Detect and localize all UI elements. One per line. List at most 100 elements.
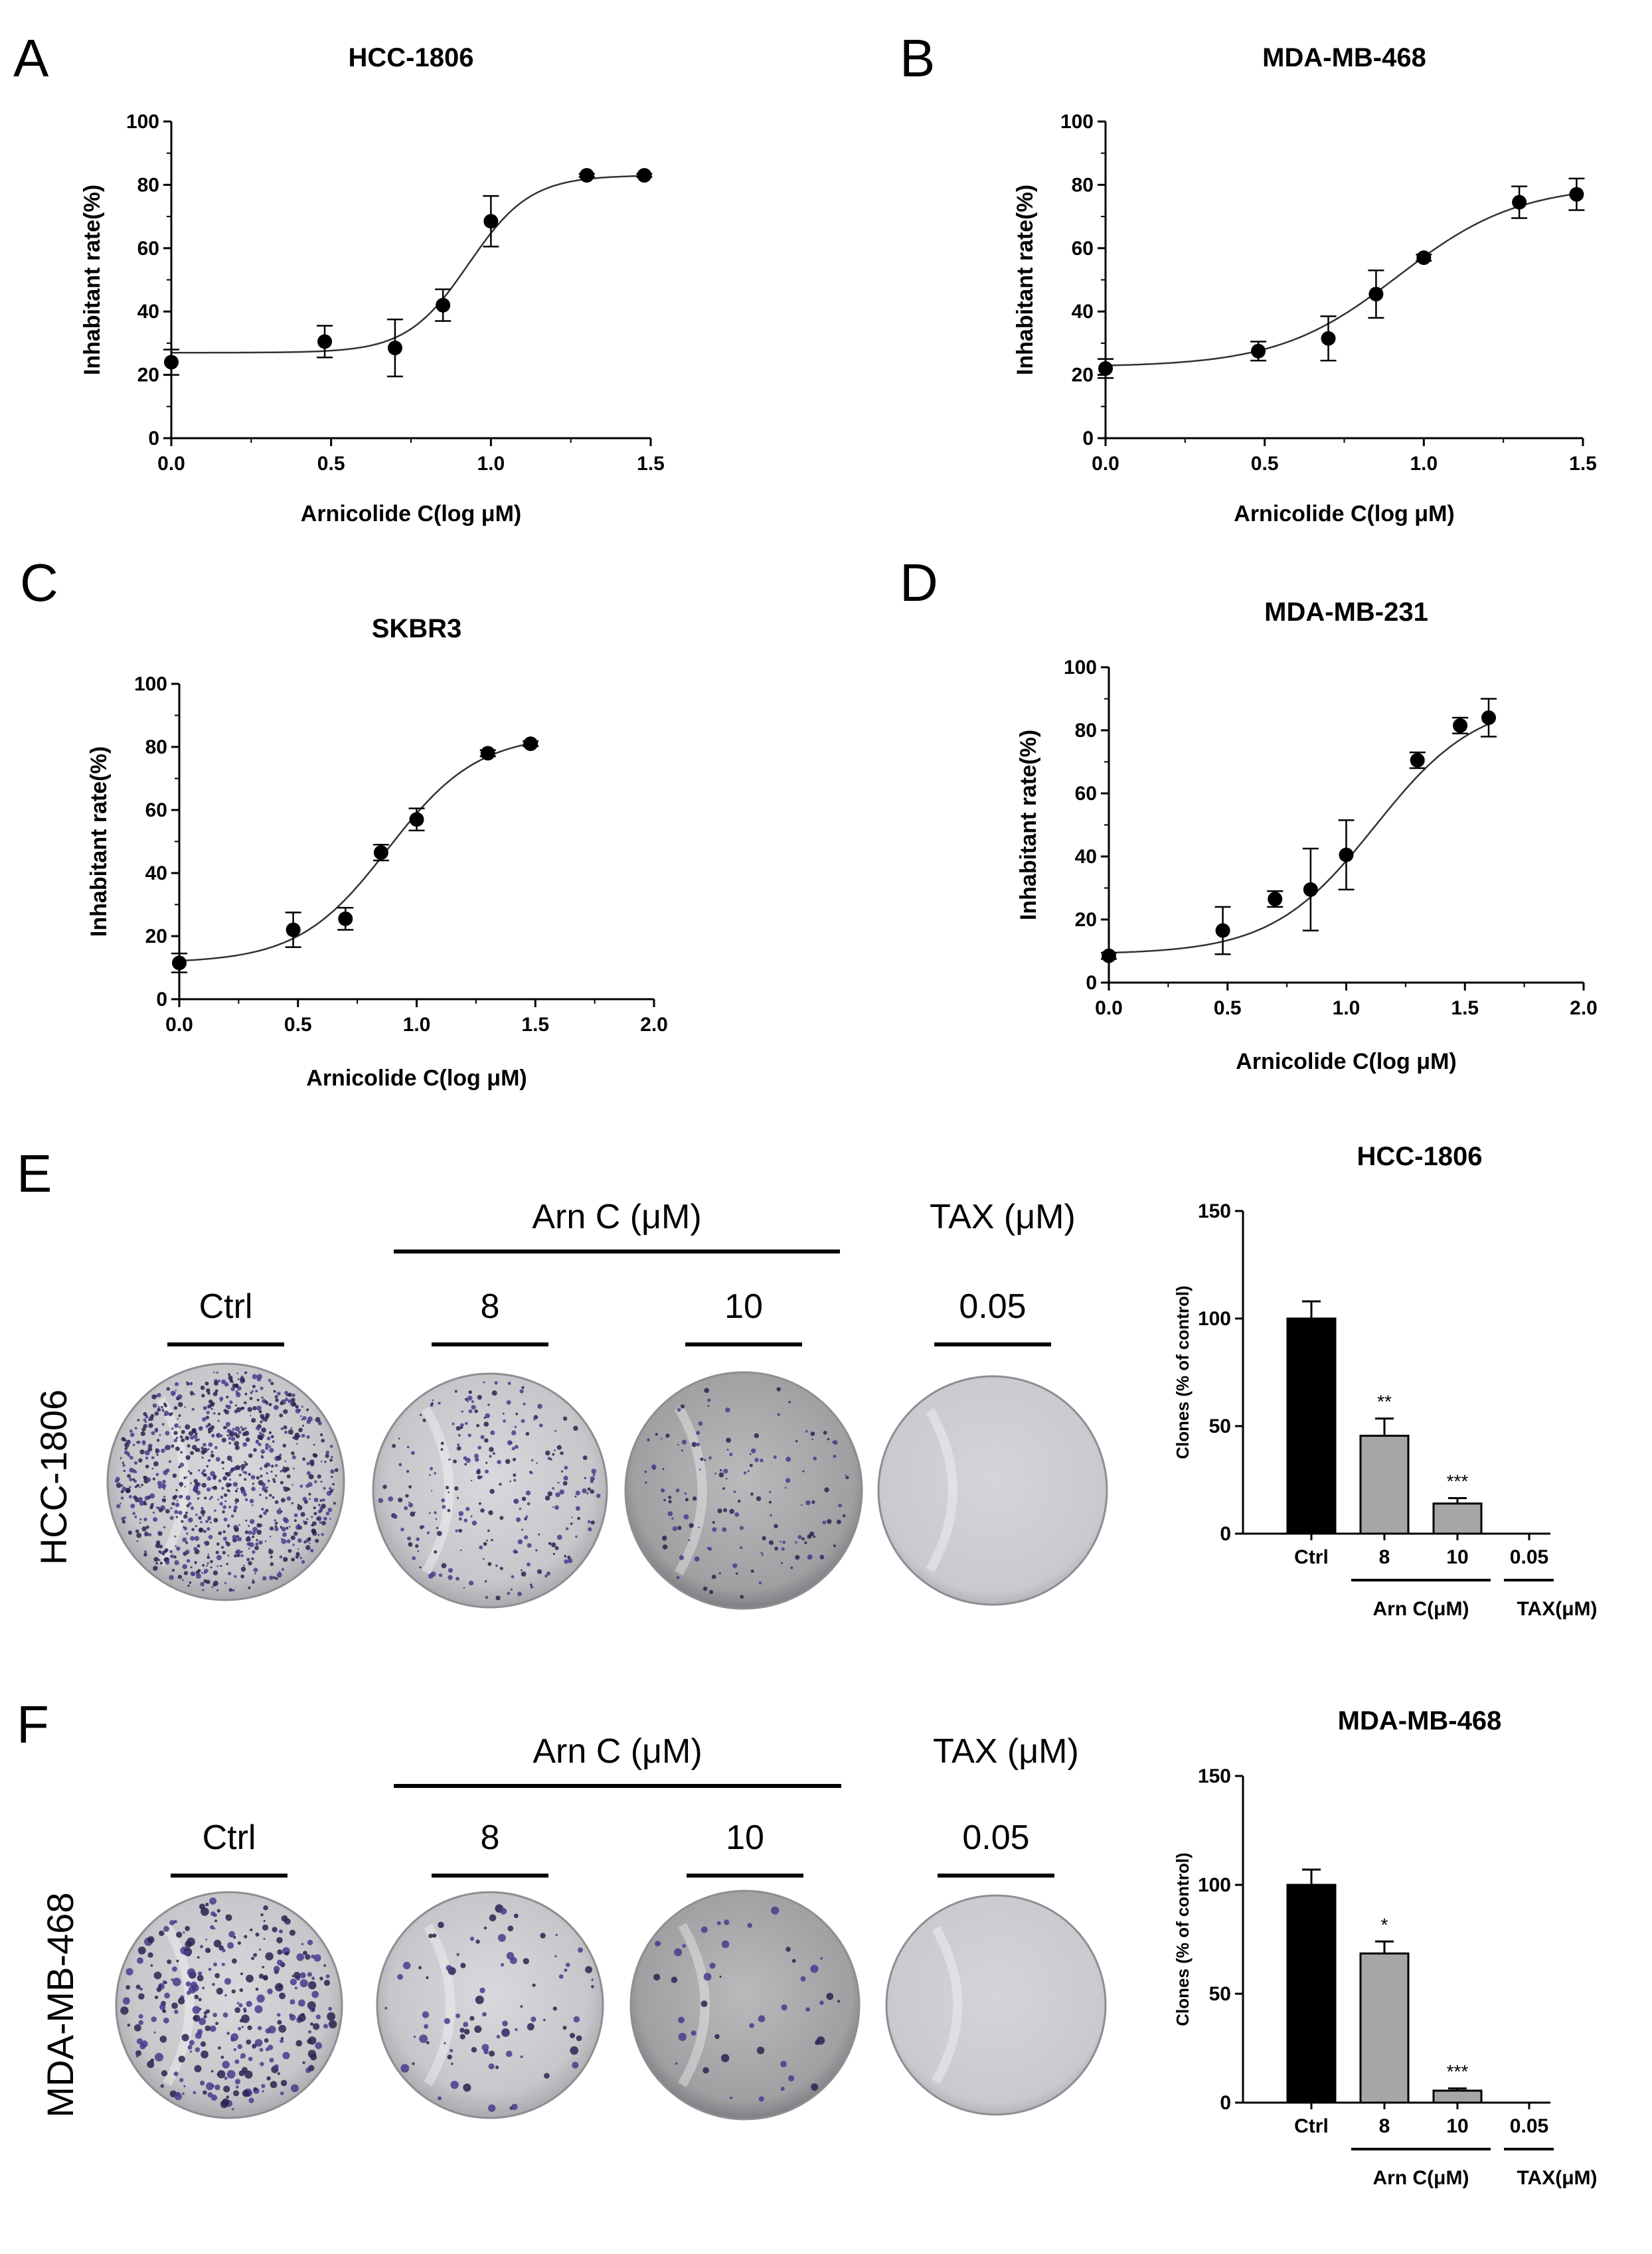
colony-dot xyxy=(428,1933,433,1939)
colony-dot xyxy=(161,2070,168,2077)
colony-dot xyxy=(210,1403,214,1408)
colony-dot xyxy=(174,1423,179,1428)
colony-dot xyxy=(211,1586,214,1588)
colony-dot xyxy=(139,1500,145,1506)
colony-dot xyxy=(209,1897,216,1905)
colony-dot xyxy=(491,1390,497,1396)
y-tick-label: 0 xyxy=(156,989,167,1010)
colony-dot xyxy=(491,1539,493,1542)
colony-dot xyxy=(436,1530,442,1536)
colony-dot xyxy=(675,1489,680,1492)
colony-dot xyxy=(582,1455,588,1461)
colony-dot xyxy=(138,1458,143,1463)
colony-dot xyxy=(837,2000,841,2003)
colony-dot xyxy=(699,1468,701,1471)
colony-dot xyxy=(455,1529,458,1532)
colony-dot xyxy=(258,1410,262,1413)
colony-dot xyxy=(270,2081,278,2089)
x-tick-label: 1.0 xyxy=(477,453,505,475)
colony-dot xyxy=(214,1446,218,1449)
colony-dot xyxy=(740,1546,743,1550)
colony-dot xyxy=(229,1400,233,1404)
colony-dot xyxy=(400,2063,410,2073)
data-point xyxy=(1416,250,1432,266)
colony-dot xyxy=(331,1476,333,1479)
colony-dot xyxy=(252,1406,257,1411)
x-tick-label: 1.5 xyxy=(637,453,665,475)
colony-dot xyxy=(157,1485,162,1489)
y-axis-label: Inhabitant rate(%) xyxy=(1016,730,1041,920)
colony-dot xyxy=(674,1948,683,1957)
colony-dot xyxy=(248,1473,251,1476)
colony-dot xyxy=(202,1589,205,1591)
data-point xyxy=(1098,361,1113,376)
colony-dot xyxy=(159,2004,166,2010)
colony-dot xyxy=(132,1512,135,1515)
colony-dot xyxy=(226,1482,228,1485)
colony-dot xyxy=(245,1536,251,1542)
colony-dot xyxy=(843,1514,846,1518)
colony-dot xyxy=(217,2070,226,2079)
colony-dot xyxy=(210,2094,218,2101)
colony-dot xyxy=(819,2000,824,2005)
colony-dot xyxy=(475,1939,480,1944)
y-tick-label: 40 xyxy=(137,301,159,323)
fit-curve xyxy=(171,175,651,354)
data-point xyxy=(387,341,402,356)
colony-dot xyxy=(295,1555,299,1559)
panel-letter-b: B xyxy=(900,29,935,88)
colony-dot xyxy=(747,1470,750,1473)
colony-dot xyxy=(216,1542,220,1546)
colony-dot xyxy=(537,1404,542,1409)
colony-dot xyxy=(483,1558,485,1560)
colony-dot xyxy=(749,1463,753,1467)
colony-dot xyxy=(209,2025,216,2032)
colony-dot xyxy=(207,1423,211,1427)
y-tick-label: 40 xyxy=(145,862,167,884)
x-axis-label: Arnicolide C(log μM) xyxy=(306,1066,527,1091)
colony-dot xyxy=(183,1931,185,1934)
colony-dot xyxy=(256,1476,260,1480)
colony-dot xyxy=(254,2005,263,2014)
colony-dot xyxy=(206,1487,211,1492)
y-tick-label: 40 xyxy=(1072,301,1094,323)
colony-dot xyxy=(237,1941,241,1945)
colony-dot xyxy=(327,1508,333,1512)
colony-dot xyxy=(189,2040,195,2046)
colony-dot xyxy=(194,1994,199,2000)
colony-dot xyxy=(188,1517,193,1523)
colony-dot xyxy=(334,1468,339,1473)
colony-dot xyxy=(187,1444,191,1448)
colony-dot xyxy=(221,1461,224,1465)
colony-dot xyxy=(458,1517,462,1521)
colony-dot xyxy=(222,1467,224,1470)
colony-dot xyxy=(201,1506,204,1510)
colony-dot xyxy=(438,1921,444,1929)
colony-dot xyxy=(536,1462,538,1464)
colony-dot xyxy=(308,1981,317,1990)
colony-dot xyxy=(275,1475,278,1477)
colony-dot xyxy=(521,1528,523,1531)
colony-dot xyxy=(240,1426,243,1429)
colony-dot xyxy=(250,1519,255,1524)
panel-letter-a: A xyxy=(13,29,49,88)
colony-dot xyxy=(307,2050,317,2058)
colony-dot xyxy=(712,1527,717,1532)
colony-dot xyxy=(811,1438,813,1441)
colony-dot xyxy=(193,1434,198,1439)
colony-dot xyxy=(224,1978,232,1985)
colony-dot xyxy=(546,1571,551,1576)
colony-dot xyxy=(164,1992,170,1999)
colony-dot xyxy=(207,1448,210,1451)
colony-dot xyxy=(174,2009,179,2014)
colony-dot xyxy=(283,1409,288,1414)
colony-dot xyxy=(220,2055,224,2059)
colony-dot xyxy=(244,1463,248,1466)
colony-dot xyxy=(591,1469,597,1474)
colony-dot xyxy=(166,1387,170,1391)
colony-dot xyxy=(236,1536,242,1542)
colony-dot xyxy=(234,1489,238,1492)
colony-dot xyxy=(205,1381,209,1386)
colony-dot xyxy=(302,2061,305,2065)
